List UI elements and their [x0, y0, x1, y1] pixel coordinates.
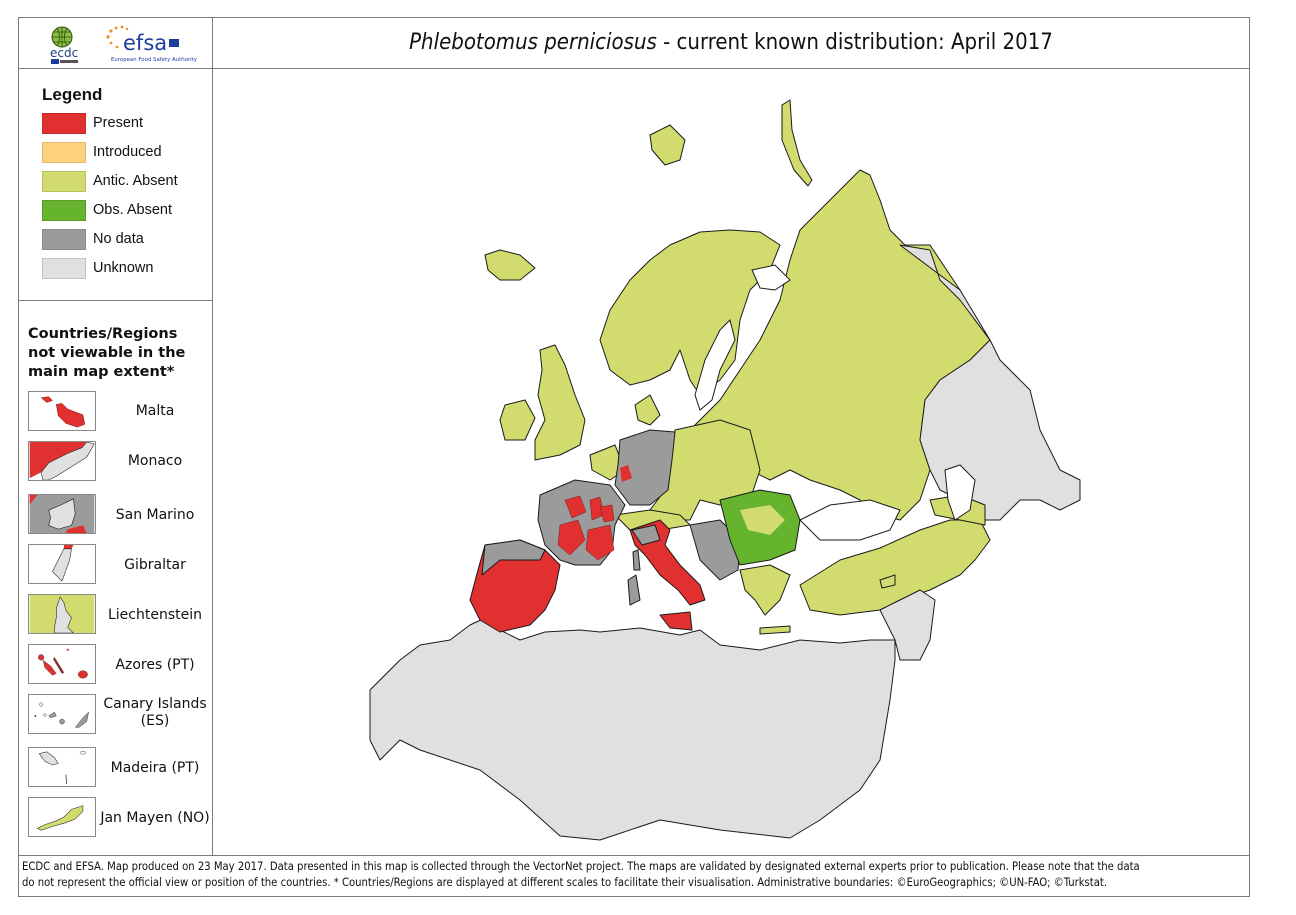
inset-malta: [28, 391, 96, 431]
legend-item-no-data: No data: [42, 228, 144, 250]
footer-line-1: ECDC and EFSA. Map produced on 23 May 20…: [22, 860, 1140, 873]
europe-map: [369, 99, 1081, 841]
inset-jan-mayen: [28, 797, 96, 837]
page-title: Phlebotomus perniciosus - current known …: [212, 17, 1250, 69]
inset-azores: [28, 644, 96, 684]
legend-item-antic-absent: Antic. Absent: [42, 170, 178, 192]
region-scandinavia: [599, 229, 781, 396]
region-iceland: [484, 249, 536, 281]
footer-disclaimer: ECDC and EFSA. Map produced on 23 May 20…: [18, 855, 1250, 897]
inset-monaco: [28, 441, 96, 481]
inset-label-azores: Azores (PT): [115, 657, 195, 673]
region-north-africa: [369, 617, 896, 841]
region-italy-north-nd: [631, 524, 661, 546]
region-balkans-patches: [740, 505, 785, 535]
region-denmark: [634, 394, 661, 426]
white-sea: [751, 264, 791, 291]
svg-text:European Food Safety Authority: European Food Safety Authority: [111, 57, 198, 63]
sidebar: Legend Present Introduced Antic. Absent …: [18, 68, 213, 855]
legend: Legend Present Introduced Antic. Absent …: [18, 68, 212, 301]
region-middle-east: [879, 589, 936, 661]
inset-canary-islands: [28, 694, 96, 734]
region-crete: [759, 625, 791, 635]
region-germany: [614, 429, 676, 506]
legend-item-present: Present: [42, 112, 143, 134]
svg-text:efsa: efsa: [123, 31, 167, 55]
caspian-sea: [944, 464, 976, 521]
inset-label-liechtenstein: Liechtenstein: [107, 607, 202, 623]
black-sea: [799, 499, 901, 541]
title-species: Phlebotomus perniciosus: [409, 30, 657, 55]
region-great-britain: [534, 344, 586, 461]
legend-title: Legend: [42, 85, 103, 104]
region-kazakhstan: [899, 244, 1081, 521]
inset-san-marino: [28, 494, 96, 534]
region-sardinia: [627, 574, 641, 606]
svg-text:ecdc: ecdc: [50, 46, 78, 60]
title-rest: - current known distribution: April 2017: [656, 30, 1053, 55]
inset-gibraltar: [28, 544, 96, 584]
inset-label-madeira: Madeira (PT): [110, 760, 200, 776]
region-greece: [739, 564, 791, 616]
swatch-obs-absent: [42, 199, 86, 221]
inset-label-gibraltar: Gibraltar: [124, 557, 186, 573]
insets-title: Countries/Regions not viewable in the ma…: [28, 326, 186, 380]
inset-label-malta: Malta: [135, 403, 175, 419]
region-turkey: [799, 519, 991, 616]
inset-label-canary-islands: Canary Islands (ES): [103, 696, 207, 729]
swatch-antic-absent: [42, 170, 86, 192]
inset-label-monaco: Monaco: [127, 453, 183, 469]
region-sicily: [659, 611, 693, 631]
swatch-no-data: [42, 228, 86, 250]
region-cyprus: [879, 574, 896, 589]
footer-line-2: do not represent the official view or po…: [22, 876, 1108, 889]
distribution-map[interactable]: [213, 69, 1249, 855]
region-svalbard: [649, 124, 686, 166]
region-germany-present: [620, 465, 632, 482]
legend-item-introduced: Introduced: [42, 141, 162, 163]
swatch-unknown: [42, 257, 86, 279]
region-balkans-west: [689, 519, 741, 581]
swatch-present: [42, 112, 86, 134]
region-iberia-no-data: [481, 539, 546, 576]
region-corsica: [632, 549, 641, 571]
region-france: [537, 479, 626, 566]
inset-madeira: [28, 747, 96, 787]
map-frame: [18, 17, 1250, 897]
logo-panel: ecdc efsa European Food Safety Authority: [18, 17, 213, 69]
inset-label-jan-mayen: Jan Mayen (NO): [100, 810, 210, 826]
ecdc-logo: ecdc: [46, 25, 92, 69]
swatch-introduced: [42, 141, 86, 163]
region-ireland: [499, 399, 536, 441]
efsa-logo: efsa European Food Safety Authority: [103, 23, 203, 69]
region-novaya-zemlya: [781, 99, 813, 187]
legend-item-obs-absent: Obs. Absent: [42, 199, 172, 221]
inset-liechtenstein: [28, 594, 96, 634]
baltic-sea: [694, 319, 736, 411]
inset-label-san-marino: San Marino: [115, 507, 195, 523]
legend-item-unknown: Unknown: [42, 257, 153, 279]
